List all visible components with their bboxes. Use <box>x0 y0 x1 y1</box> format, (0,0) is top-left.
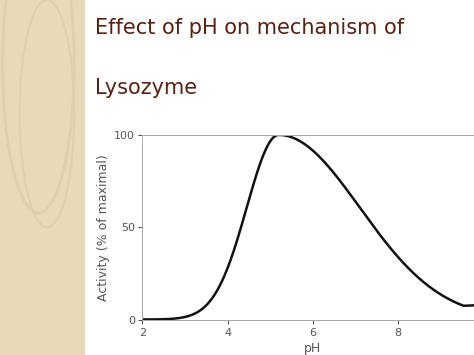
Y-axis label: Activity (% of maximal): Activity (% of maximal) <box>97 154 110 301</box>
X-axis label: pH: pH <box>304 342 321 355</box>
Text: Lysozyme: Lysozyme <box>95 78 197 98</box>
Text: Effect of pH on mechanism of: Effect of pH on mechanism of <box>95 18 404 38</box>
